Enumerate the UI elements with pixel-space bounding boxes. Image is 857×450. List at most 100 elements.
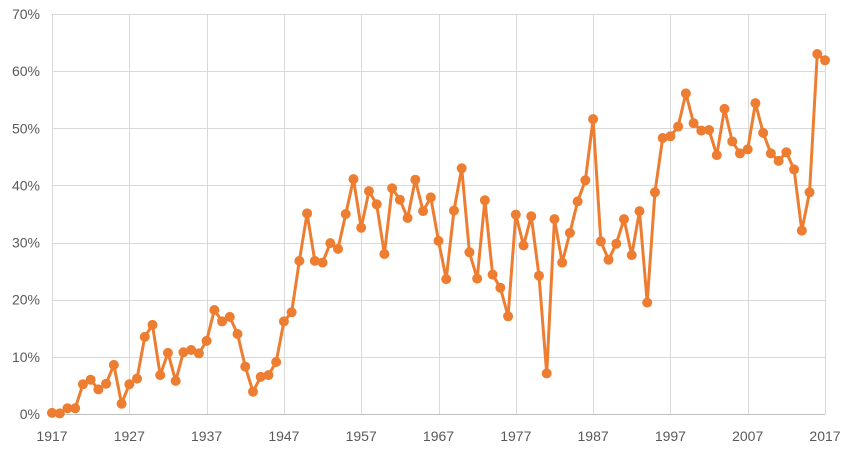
data-point — [487, 269, 498, 280]
data-point — [387, 183, 398, 194]
y-tick-label: 50% — [12, 120, 40, 136]
data-point — [325, 238, 336, 249]
data-point — [820, 55, 830, 66]
data-point — [758, 127, 769, 138]
data-point — [750, 98, 761, 109]
x-tick-label: 1937 — [191, 428, 222, 444]
data-point — [533, 270, 544, 281]
data-point — [247, 386, 258, 397]
data-point — [108, 359, 119, 370]
data-point — [688, 118, 699, 129]
data-point — [217, 316, 228, 327]
data-point — [564, 227, 575, 238]
data-point — [441, 274, 452, 285]
data-point — [286, 307, 297, 318]
y-tick-label: 60% — [12, 63, 40, 79]
data-point — [734, 148, 745, 159]
data-point — [209, 305, 220, 315]
data-point — [448, 205, 459, 216]
data-point — [479, 195, 490, 206]
data-point — [294, 255, 305, 266]
y-tick-label: 0% — [20, 406, 40, 422]
data-point — [348, 174, 359, 185]
data-point — [634, 206, 645, 217]
data-point — [271, 357, 282, 367]
x-tick-label: 1977 — [500, 428, 531, 444]
data-point — [541, 368, 552, 379]
x-tick-label: 1997 — [655, 428, 686, 444]
data-point — [742, 144, 753, 155]
data-point — [93, 384, 104, 395]
data-point — [85, 374, 96, 385]
data-point — [201, 335, 212, 346]
data-point — [503, 311, 514, 322]
data-point — [649, 187, 660, 198]
data-point — [711, 150, 722, 161]
data-point — [765, 148, 776, 159]
data-point — [240, 361, 251, 372]
data-point — [796, 225, 807, 236]
data-point — [410, 174, 421, 185]
data-point — [812, 49, 823, 59]
data-point — [518, 240, 529, 251]
data-point — [603, 254, 614, 265]
data-point — [371, 199, 382, 210]
data-point — [665, 131, 676, 142]
data-point — [804, 187, 815, 198]
data-point — [549, 214, 560, 225]
data-point — [719, 103, 730, 114]
data-point — [232, 329, 243, 339]
y-tick-label: 30% — [12, 235, 40, 251]
data-point — [727, 136, 738, 147]
data-point — [278, 316, 289, 327]
data-point — [510, 209, 521, 220]
data-point — [255, 371, 266, 382]
data-point — [704, 125, 715, 135]
data-point — [333, 243, 344, 254]
data-point — [394, 194, 405, 205]
x-tick-label: 1967 — [423, 428, 454, 444]
data-point — [773, 155, 784, 166]
data-point — [178, 347, 189, 358]
x-tick-label: 2007 — [732, 428, 763, 444]
data-point — [356, 222, 367, 233]
data-point — [101, 378, 112, 389]
data-point — [139, 331, 150, 342]
data-point — [124, 379, 135, 390]
data-point — [680, 88, 691, 99]
data-point — [588, 114, 599, 125]
y-tick-label: 10% — [12, 349, 40, 365]
data-point — [418, 206, 429, 217]
data-point — [464, 247, 475, 258]
data-point — [309, 255, 320, 266]
data-point — [595, 236, 606, 247]
data-point — [162, 347, 173, 358]
data-point — [147, 319, 158, 330]
data-point — [54, 408, 65, 419]
data-point — [456, 163, 467, 174]
data-point — [495, 282, 506, 293]
data-point — [696, 125, 707, 136]
data-point — [657, 133, 668, 143]
y-tick-label: 20% — [12, 292, 40, 308]
data-point — [557, 257, 568, 268]
data-point — [363, 186, 374, 197]
data-point — [526, 211, 537, 222]
data-point — [402, 213, 413, 223]
data-point — [340, 209, 351, 219]
x-tick-label: 1947 — [268, 428, 299, 444]
data-point — [62, 403, 73, 414]
data-point — [302, 208, 313, 219]
data-point — [619, 214, 630, 225]
x-tick-label: 1957 — [346, 428, 377, 444]
data-point — [170, 375, 181, 386]
data-point — [789, 164, 800, 175]
data-point — [472, 273, 483, 284]
data-point — [572, 196, 583, 207]
data-point — [673, 121, 684, 132]
series-line — [50, 52, 827, 415]
y-tick-label: 40% — [12, 177, 40, 193]
x-tick-label: 1917 — [36, 428, 67, 444]
data-point — [224, 311, 235, 322]
